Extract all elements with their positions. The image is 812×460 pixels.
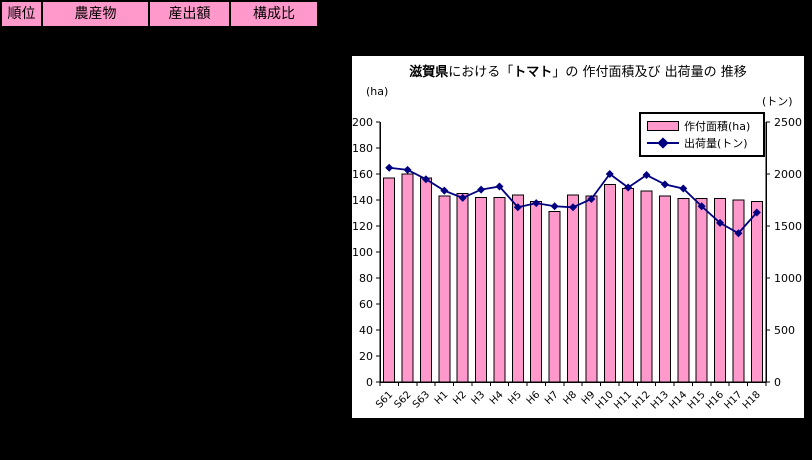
right-axis-unit-label: (トン) xyxy=(762,95,793,108)
svg-text:H15: H15 xyxy=(686,389,708,411)
svg-text:H16: H16 xyxy=(704,389,726,411)
col-header-output: 産出額 xyxy=(148,0,231,28)
svg-text:H7: H7 xyxy=(543,389,561,407)
svg-text:20: 20 xyxy=(359,350,373,363)
legend: 作付面積(ha) 出荷量(トン) xyxy=(639,112,765,157)
title-mid1: における「 xyxy=(448,65,514,80)
svg-text:H18: H18 xyxy=(741,389,763,411)
title-crop: トマト xyxy=(513,65,553,80)
legend-item-shipment: 出荷量(トン) xyxy=(647,134,758,151)
svg-text:60: 60 xyxy=(359,298,373,311)
chart-canvas: 2001801601401201008060402002500200015001… xyxy=(352,116,802,411)
svg-text:80: 80 xyxy=(359,272,373,285)
svg-text:H3: H3 xyxy=(470,389,488,407)
svg-text:40: 40 xyxy=(359,324,373,337)
svg-text:H17: H17 xyxy=(722,389,744,411)
shipment-line-icon xyxy=(647,136,679,149)
chart-panel: 滋賀県における「トマト」の 作付面積及び 出荷量の 推移 (ha) (トン) 2… xyxy=(352,56,804,418)
svg-text:S61: S61 xyxy=(374,389,395,410)
svg-text:H1: H1 xyxy=(433,389,451,407)
svg-text:S62: S62 xyxy=(392,389,413,410)
legend-item-area: 作付面積(ha) xyxy=(647,117,758,134)
ranking-table-header: 順位 農産物 産出額 構成比 xyxy=(0,0,319,28)
svg-text:2000: 2000 xyxy=(774,168,802,181)
svg-text:500: 500 xyxy=(774,324,795,337)
svg-text:1000: 1000 xyxy=(774,272,802,285)
svg-text:100: 100 xyxy=(352,246,373,259)
svg-text:120: 120 xyxy=(352,220,373,233)
legend-label-area: 作付面積(ha) xyxy=(684,119,751,133)
svg-text:H4: H4 xyxy=(488,389,506,407)
svg-text:1500: 1500 xyxy=(774,220,802,233)
svg-text:H10: H10 xyxy=(594,389,616,411)
chart-title: 滋賀県における「トマト」の 作付面積及び 出荷量の 推移 xyxy=(352,61,804,80)
left-axis-unit-label: (ha) xyxy=(366,85,389,98)
svg-text:200: 200 xyxy=(352,116,373,129)
col-header-share: 構成比 xyxy=(229,0,319,28)
col-header-product: 農産物 xyxy=(41,0,150,28)
svg-text:H13: H13 xyxy=(649,389,671,411)
svg-text:0: 0 xyxy=(774,376,781,389)
svg-text:H2: H2 xyxy=(451,389,469,407)
svg-text:S63: S63 xyxy=(411,389,432,410)
svg-text:H8: H8 xyxy=(562,389,580,407)
title-rest: 」の 作付面積及び 出荷量の 推移 xyxy=(552,65,747,80)
title-prefecture: 滋賀県 xyxy=(409,65,449,80)
svg-text:H14: H14 xyxy=(667,389,689,411)
svg-text:H12: H12 xyxy=(631,389,653,411)
svg-text:H6: H6 xyxy=(525,389,543,407)
col-header-rank: 順位 xyxy=(0,0,43,28)
svg-text:2500: 2500 xyxy=(774,116,802,129)
area-swatch-icon xyxy=(647,120,679,131)
svg-text:180: 180 xyxy=(352,142,373,155)
svg-text:160: 160 xyxy=(352,168,373,181)
table-header-row: 順位 農産物 産出額 構成比 xyxy=(0,0,319,28)
svg-text:140: 140 xyxy=(352,194,373,207)
svg-text:H11: H11 xyxy=(612,389,634,411)
svg-text:0: 0 xyxy=(366,376,373,389)
svg-text:H5: H5 xyxy=(506,389,524,407)
legend-label-shipment: 出荷量(トン) xyxy=(684,136,748,150)
